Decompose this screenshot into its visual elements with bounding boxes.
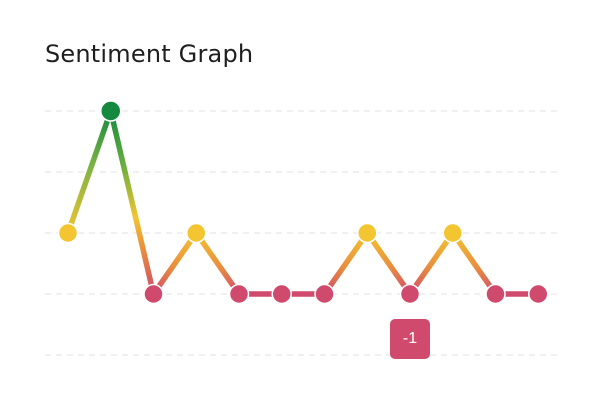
chart-title: Sentiment Graph [45, 40, 254, 68]
line-segment [65, 108, 114, 236]
data-point[interactable] [399, 283, 421, 305]
line-segment [150, 230, 199, 297]
data-point[interactable] [228, 283, 250, 305]
line-segment [407, 230, 456, 297]
data-point[interactable] [186, 222, 207, 244]
data-point[interactable] [357, 222, 378, 244]
data-point[interactable] [143, 283, 164, 305]
gridlines [45, 110, 562, 356]
line-segment [108, 108, 157, 297]
series-line [65, 108, 541, 297]
data-point[interactable] [57, 222, 79, 244]
line-segment [193, 230, 242, 297]
line-segment [364, 230, 413, 297]
line-segment [450, 230, 499, 297]
data-point[interactable] [314, 283, 335, 305]
line-segment [321, 230, 370, 297]
data-point[interactable] [442, 222, 463, 244]
data-point[interactable] [528, 283, 549, 305]
data-point[interactable] [485, 283, 506, 305]
series-points [57, 100, 549, 305]
value-tooltip: -1 [390, 319, 430, 359]
data-point[interactable] [271, 283, 292, 305]
data-point[interactable] [100, 100, 122, 122]
